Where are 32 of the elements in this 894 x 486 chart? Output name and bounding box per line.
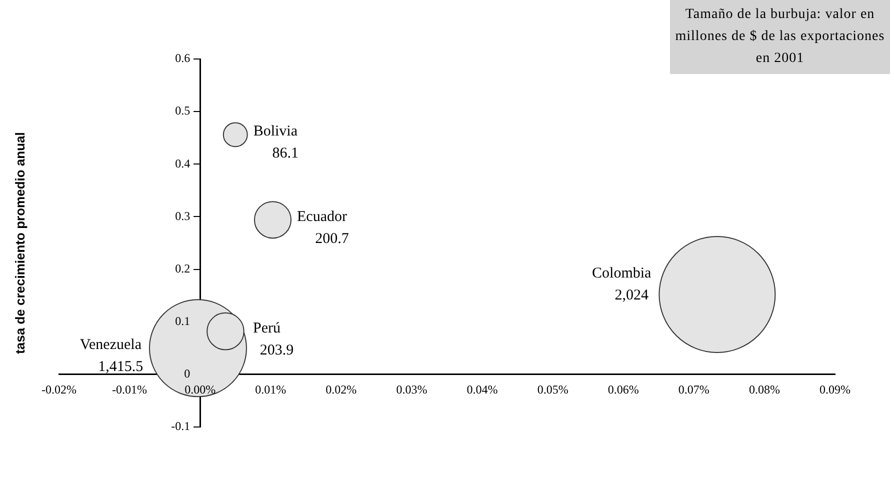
y-tick-label: -0.1: [171, 419, 190, 434]
series-label: Ecuador: [297, 208, 347, 225]
y-tick-label: 0.2: [175, 261, 190, 276]
annotation: Tamaño de la burbuja: valor en millones de $ de las exportaciones en 2001: [670, 0, 890, 74]
series-label: Bolivia: [253, 124, 298, 140]
data-label: 86.1: [272, 146, 299, 162]
x-tick-label: 0.08%: [748, 382, 780, 397]
y-axis-title: tasa de crecimiento promedio anual: [12, 132, 28, 354]
series-label: Venezuela: [80, 337, 142, 354]
y-tick-label: 0.3: [175, 208, 190, 223]
x-tick-label: 0.03%: [396, 382, 428, 397]
y-tick-label: 0.5: [175, 104, 190, 118]
x-tick-label: 0.00%: [184, 382, 216, 397]
x-tick-label: 0.02%: [326, 382, 357, 397]
series-label: Colombia: [592, 265, 652, 282]
data-label: 2,024: [614, 287, 649, 304]
x-tick-label: -0.02%: [42, 382, 76, 397]
data-label: 203.9: [260, 342, 294, 358]
x-tick-label: 0.09%: [820, 382, 850, 397]
x-tick-label: 0.01%: [255, 382, 286, 397]
data-label: 1,415.5: [98, 359, 144, 376]
data-label: 200.7: [315, 230, 350, 247]
y-tick-label: 0.1: [175, 314, 190, 328]
y-tick-label: 0: [184, 366, 190, 381]
x-tick-label: 0.07%: [678, 382, 710, 397]
y-tick-label: 0.6: [175, 51, 190, 66]
series-label: Perú: [253, 320, 282, 336]
x-tick-label: 0.06%: [608, 382, 639, 397]
y-tick-label: 0.4: [175, 156, 190, 170]
x-tick-label: -0.01%: [112, 382, 148, 397]
x-tick-label: 0.04%: [466, 382, 498, 397]
x-tick-label: 0.05%: [537, 382, 568, 397]
